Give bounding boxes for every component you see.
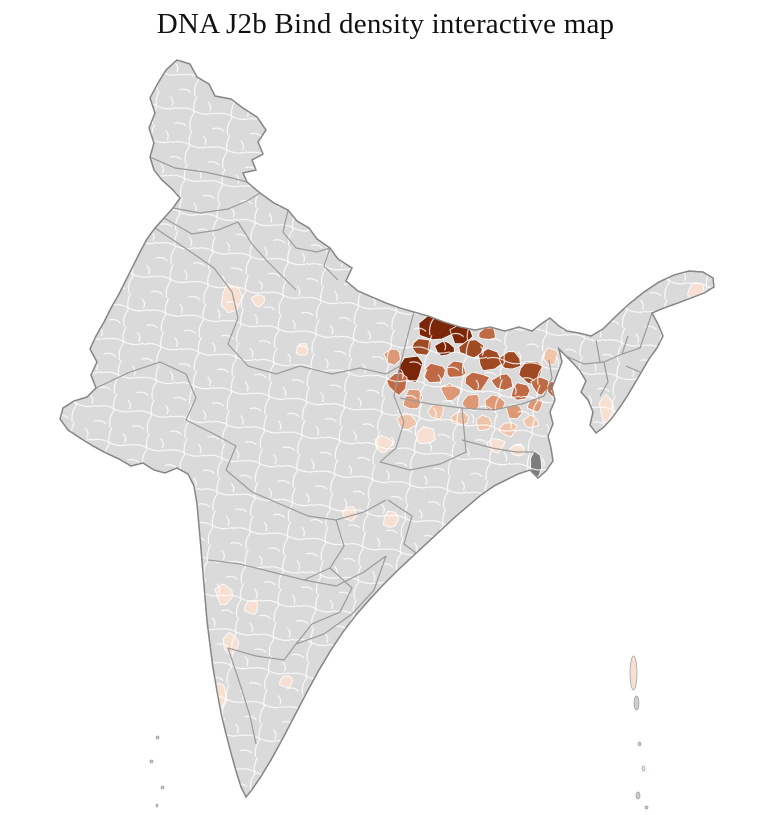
island[interactable] xyxy=(629,655,638,691)
islands xyxy=(149,655,649,810)
island[interactable] xyxy=(637,741,642,747)
island[interactable] xyxy=(155,735,160,740)
district-mesh xyxy=(60,60,714,797)
island[interactable] xyxy=(644,805,649,810)
island[interactable] xyxy=(160,785,165,790)
island[interactable] xyxy=(633,695,640,711)
state-borders xyxy=(95,156,653,745)
island[interactable] xyxy=(641,765,646,772)
island[interactable] xyxy=(155,803,159,808)
island[interactable] xyxy=(149,759,154,764)
page-title: DNA J2b Bind density interactive map xyxy=(156,8,615,40)
island[interactable] xyxy=(635,791,641,800)
